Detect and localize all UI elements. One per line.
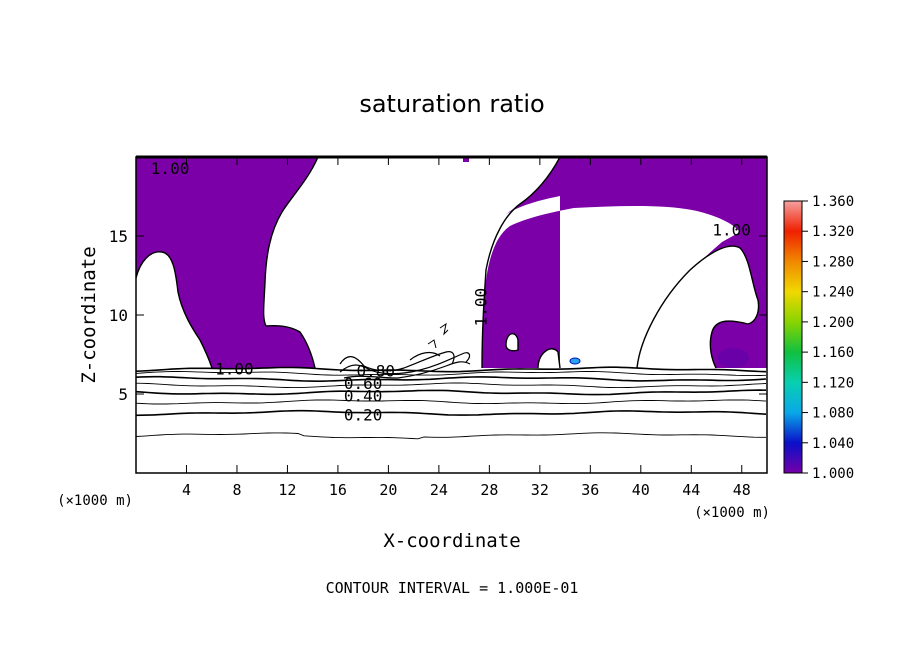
y-axis-label: Z-coordinate — [78, 246, 100, 383]
x-tick-label: 48 — [733, 481, 751, 499]
colorbar-ticks: 1.000 1.040 1.080 1.120 1.160 1.200 1.240 1.280… — [802, 194, 854, 482]
subsaturated-pocket-left — [136, 251, 212, 368]
x-tick-label: 12 — [278, 481, 296, 499]
x-axis-label: X-coordinate — [383, 530, 520, 552]
contour-line — [136, 375, 767, 382]
colorbar-tick-label: 1.280 — [812, 254, 854, 270]
y-tick-label: 15 — [109, 227, 128, 246]
contour-interval-footer: CONTOUR INTERVAL = 1.000E-01 — [326, 579, 579, 597]
x-tick-label: 28 — [480, 481, 498, 499]
contour-label: 1.00 — [151, 159, 190, 178]
colorbar-tick-label: 1.160 — [812, 345, 854, 361]
colorbar-tick-label: 1.200 — [812, 315, 854, 331]
chart-title: saturation ratio — [359, 90, 544, 118]
subsaturated-pocket-right — [637, 246, 759, 368]
contour-label: 0.80 — [357, 361, 396, 380]
colorbar-tick-label: 1.120 — [812, 375, 854, 391]
y-tick-label: 10 — [109, 306, 128, 325]
contour-line — [136, 432, 766, 440]
contour-label: 1.00 — [472, 288, 491, 327]
contour-label: 0.60 — [344, 374, 383, 393]
colorbar-tick-label: 1.360 — [812, 194, 854, 210]
supersaturated-patch-mid — [505, 157, 560, 215]
colorbar-tick-label: 1.040 — [812, 436, 854, 452]
x-tick-label: 4 — [182, 481, 191, 499]
x-axis-ticks: 4 8 12 16 20 24 28 32 36 40 44 48 — [182, 157, 751, 499]
colorbar-tick-label: 1.320 — [812, 224, 854, 240]
peak-spot — [569, 357, 581, 365]
contour-line — [136, 389, 767, 396]
contour-lines — [136, 366, 767, 440]
saturation-contour-1-00 — [136, 157, 760, 369]
diffuse-blob — [717, 348, 749, 368]
x-tick-label: 36 — [581, 481, 599, 499]
colorbar-tick-label: 1.000 — [812, 466, 854, 482]
y-axis-ticks: 5 10 15 — [109, 227, 767, 404]
plot-area — [136, 157, 767, 473]
contour-label: 0.40 — [344, 387, 383, 406]
subsaturated-notch — [506, 333, 518, 351]
y-unit-label: (×1000 m) — [57, 493, 133, 509]
contour-line — [136, 399, 767, 405]
top-edge-blob — [463, 157, 469, 162]
x-tick-label: 20 — [379, 481, 397, 499]
contour-label: 1.00 — [712, 221, 751, 240]
colorbar-tick-label: 1.240 — [812, 285, 854, 301]
contour-label: 1.00 — [215, 360, 254, 379]
contour-wiggles — [339, 351, 471, 379]
x-tick-label: 40 — [632, 481, 650, 499]
contour-line — [136, 382, 767, 389]
contour-line — [136, 409, 767, 417]
y-tick-label: 5 — [118, 385, 128, 404]
x-tick-label: 8 — [232, 481, 241, 499]
contour-line — [136, 366, 767, 373]
x-unit-label: (×1000 m) — [694, 505, 770, 521]
x-tick-label: 24 — [430, 481, 448, 499]
colorbar-tick-label: 1.080 — [812, 406, 854, 422]
contour-labels: 1.00 1.00 0.800.600.400.20 1.00 1.00 — [151, 159, 751, 424]
x-tick-label: 32 — [531, 481, 549, 499]
x-tick-label: 44 — [682, 481, 700, 499]
colorbar — [783, 200, 803, 474]
contour-line — [136, 371, 767, 377]
x-tick-label: 16 — [329, 481, 347, 499]
contour-label: 0.20 — [344, 406, 383, 425]
